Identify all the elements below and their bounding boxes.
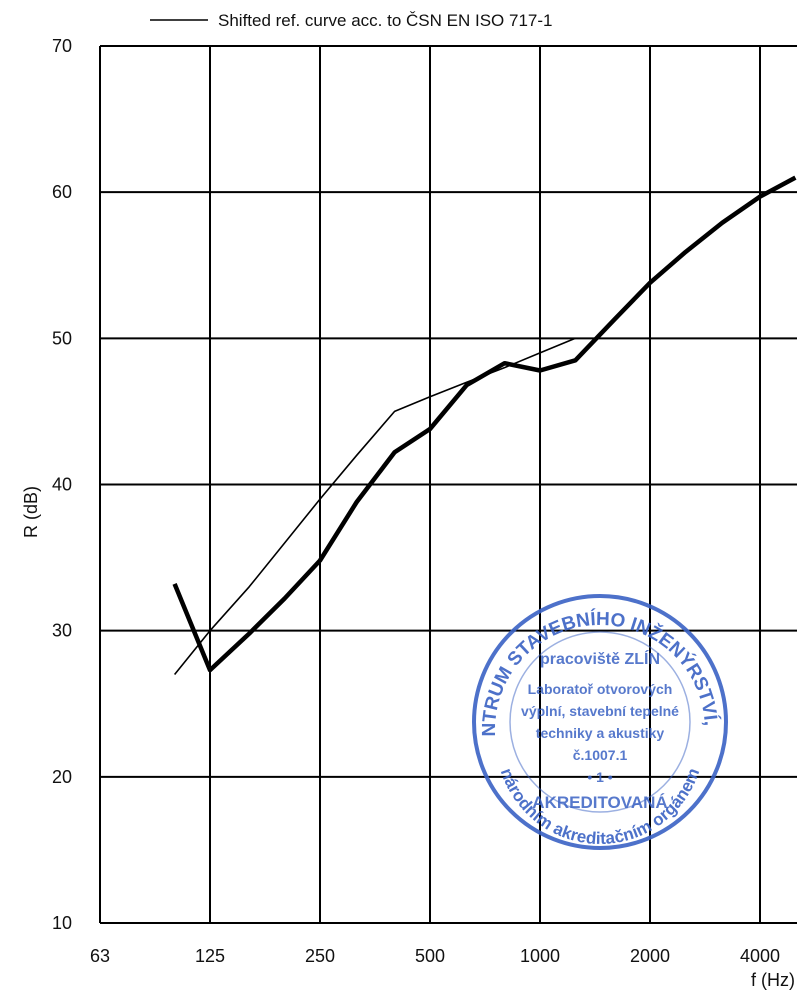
stamp-line: • 1 • [587, 769, 612, 785]
series-line-reference [173, 337, 576, 676]
x-tick-label: 500 [415, 946, 445, 966]
stamp-sub-text: pracoviště ZLÍN [540, 649, 660, 668]
y-tick-label: 40 [52, 475, 72, 495]
stamp-outer-ring [472, 594, 728, 850]
y-tick-label: 60 [52, 182, 72, 202]
y-tick-label: 20 [52, 767, 72, 787]
x-tick-labels: 63 125 250 500 1000 2000 4000 [90, 946, 780, 966]
stamp-line: výplní, stavební tepelné [521, 703, 679, 719]
stamp-inner-ring [509, 631, 691, 813]
series-line-measured [172, 175, 797, 673]
x-tick-label: 1000 [520, 946, 560, 966]
x-tick-label: 63 [90, 946, 110, 966]
accreditation-stamp: CENTRUM STAVEBNÍHO INŽENÝRSTVÍ, a.s.náro… [0, 0, 728, 850]
x-tick-label: 250 [305, 946, 335, 966]
legend-label-reference-curve: Shifted ref. curve acc. to ČSN EN ISO 71… [218, 11, 552, 30]
stamp-arc-text-top: CENTRUM STAVEBNÍHO INŽENÝRSTVÍ, a.s. [0, 0, 722, 737]
stamp-line: č.1007.1 [573, 747, 628, 763]
legend: Shifted ref. curve acc. to ČSN EN ISO 71… [150, 11, 552, 30]
y-tick-label: 70 [52, 36, 72, 56]
stamp-line: techniky a akustiky [536, 725, 665, 741]
series-layer [172, 175, 797, 676]
stamp-accredited-text: AKREDITOVANÁ [532, 793, 667, 812]
y-axis-label: R (dB) [21, 486, 41, 538]
stamp-line: Laboratoř otvorových [528, 681, 673, 697]
grid [99, 45, 797, 924]
y-tick-label: 50 [52, 328, 72, 348]
y-tick-labels: 10 20 30 40 50 60 70 [52, 36, 72, 933]
x-tick-label: 125 [195, 946, 225, 966]
x-axis-label: f (Hz) [751, 970, 795, 990]
x-tick-label: 4000 [740, 946, 780, 966]
x-tick-label: 2000 [630, 946, 670, 966]
y-tick-label: 10 [52, 913, 72, 933]
y-tick-label: 30 [52, 621, 72, 641]
